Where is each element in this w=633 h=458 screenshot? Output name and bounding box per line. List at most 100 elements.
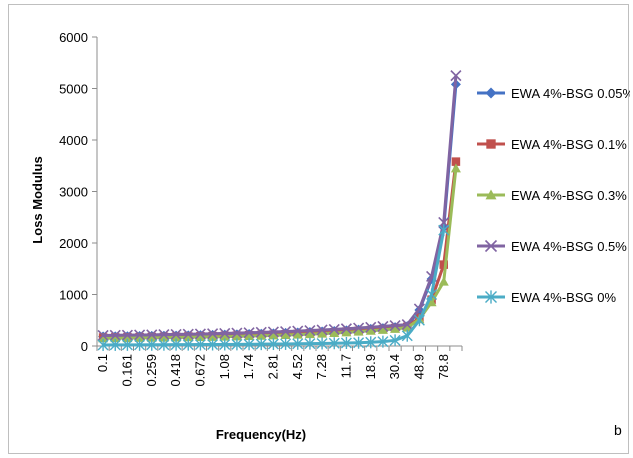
x-tick-label: 7.28 bbox=[314, 354, 329, 379]
x-tick-label: 0.1 bbox=[95, 354, 110, 372]
data-point bbox=[219, 331, 230, 341]
legend-item: EWA 4%-BSG 0.5% bbox=[477, 239, 627, 254]
legend-marker bbox=[486, 139, 496, 149]
triangle-marker bbox=[171, 332, 182, 342]
triangle-marker bbox=[329, 328, 340, 338]
x-tick-label: 30.4 bbox=[387, 354, 402, 379]
y-tick-label: 3000 bbox=[59, 185, 88, 200]
data-point bbox=[194, 338, 206, 351]
y-tick-label: 6000 bbox=[59, 30, 88, 45]
x-marker-stroke bbox=[109, 329, 121, 341]
triangle-marker bbox=[353, 326, 364, 336]
triangle-marker bbox=[195, 332, 206, 342]
x-tick-label: 0.259 bbox=[144, 354, 159, 387]
triangle-marker bbox=[365, 325, 376, 335]
data-point bbox=[110, 333, 121, 343]
data-point bbox=[158, 332, 169, 342]
legend-label: EWA 4%-BSG 0.3% bbox=[511, 188, 627, 203]
data-point bbox=[231, 338, 243, 351]
x-marker-stroke bbox=[170, 328, 182, 340]
data-point bbox=[134, 329, 146, 341]
data-point bbox=[244, 331, 255, 341]
data-point bbox=[243, 338, 255, 351]
x-tick-label: 0.161 bbox=[119, 354, 134, 387]
data-point bbox=[170, 328, 182, 340]
data-point bbox=[268, 330, 279, 340]
x-marker-stroke bbox=[316, 324, 328, 336]
data-point bbox=[121, 329, 133, 341]
series-line bbox=[103, 75, 458, 337]
data-point bbox=[182, 338, 194, 351]
data-point bbox=[328, 323, 340, 335]
series-line bbox=[103, 84, 458, 338]
x-marker-stroke bbox=[231, 327, 243, 339]
legend-item: EWA 4%-BSG 0.3% bbox=[477, 188, 627, 203]
data-point bbox=[109, 338, 121, 351]
x-marker-stroke bbox=[146, 329, 158, 341]
x-marker-stroke bbox=[438, 216, 450, 228]
data-point bbox=[158, 338, 170, 351]
triangle-marker bbox=[146, 332, 157, 342]
data-point bbox=[450, 163, 461, 173]
x-marker-stroke bbox=[340, 323, 352, 335]
triangle-marker bbox=[341, 327, 352, 337]
x-tick-label: 78.8 bbox=[436, 354, 451, 379]
data-point bbox=[451, 157, 461, 166]
data-point bbox=[365, 325, 376, 335]
data-point bbox=[365, 336, 377, 349]
triangle-marker bbox=[183, 332, 194, 342]
y-tick-label: 0 bbox=[81, 339, 88, 354]
diamond-marker bbox=[485, 87, 497, 99]
data-point bbox=[438, 224, 450, 237]
data-point bbox=[183, 332, 194, 342]
data-point bbox=[134, 332, 145, 342]
data-point bbox=[450, 70, 462, 82]
x-marker-stroke bbox=[97, 329, 109, 342]
data-point bbox=[365, 321, 377, 333]
loss-modulus-chart: 0 1000 2000 3000 4000 5000 6000 0.1 0.161 0.259 0.… bbox=[30, 30, 630, 442]
x-marker-stroke bbox=[207, 328, 219, 340]
data-point bbox=[341, 327, 352, 337]
data-point bbox=[231, 331, 242, 341]
data-point bbox=[255, 326, 267, 338]
x-tick-label: 11.7 bbox=[338, 354, 353, 378]
y-tick-label: 2000 bbox=[59, 236, 88, 251]
data-point bbox=[219, 327, 231, 339]
data-point bbox=[194, 328, 206, 340]
data-point bbox=[146, 332, 157, 342]
data-point bbox=[413, 314, 425, 327]
data-point bbox=[255, 338, 267, 351]
triangle-marker bbox=[438, 276, 449, 286]
x-marker-stroke bbox=[377, 320, 389, 332]
data-point bbox=[146, 329, 158, 341]
data-point bbox=[401, 329, 413, 342]
data-point bbox=[328, 337, 340, 350]
data-point bbox=[97, 338, 109, 351]
data-point bbox=[317, 328, 328, 338]
triangle-marker bbox=[292, 329, 303, 339]
data-point bbox=[207, 331, 218, 341]
data-point bbox=[438, 216, 450, 228]
x-marker-stroke bbox=[401, 319, 413, 331]
triangle-marker bbox=[317, 328, 328, 338]
x-tick-label: 4.52 bbox=[290, 354, 305, 379]
series-line bbox=[103, 161, 458, 340]
data-point bbox=[353, 322, 365, 334]
legend-marker bbox=[485, 290, 497, 304]
x-marker-stroke bbox=[243, 327, 255, 339]
triangle-marker bbox=[402, 322, 413, 332]
x-marker-stroke bbox=[292, 325, 304, 337]
data-point bbox=[134, 338, 146, 351]
data-point bbox=[304, 324, 316, 337]
triangle-marker bbox=[390, 323, 401, 333]
triangle-marker bbox=[268, 330, 279, 340]
triangle-marker bbox=[304, 329, 315, 339]
y-tick-label: 5000 bbox=[59, 82, 88, 97]
legend-label: EWA 4%-BSG 0.5% bbox=[511, 239, 627, 254]
data-point bbox=[280, 329, 291, 339]
x-marker-stroke bbox=[484, 239, 498, 253]
data-point bbox=[304, 337, 316, 350]
data-point bbox=[401, 319, 413, 331]
legend: EWA 4%-BSG 0.05% EWA 4%-BSG 0.1% EWA 4%-BS… bbox=[477, 86, 630, 305]
triangle-marker bbox=[244, 331, 255, 341]
